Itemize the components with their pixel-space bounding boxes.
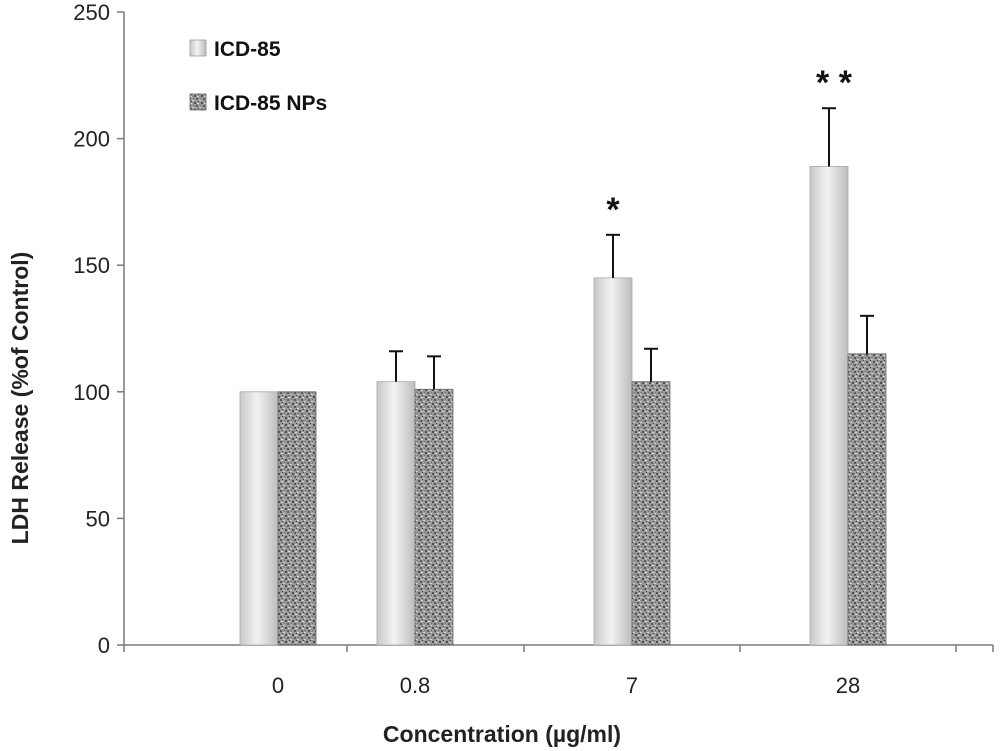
x-tick-label: 28 [836,673,860,698]
bars [239,166,887,646]
significance-marker: * [606,191,620,229]
y-tick-label: 50 [86,506,110,531]
legend-swatch-icd-85 [189,39,207,57]
bar-icd-85-0_8 [376,381,416,646]
x-axis-ticks: 0 0.8 7 28 [123,645,994,698]
x-tick-label: 0 [272,673,284,698]
y-axis-ticks: 0 50 100 150 200 250 [73,0,124,658]
bar-icd-85-nps-7 [631,381,671,646]
significance-marker: * * [816,64,853,102]
legend-label-icd-85: ICD-85 [214,38,281,61]
bar-icd-85-nps-28 [847,353,887,646]
bar-icd-85-nps-0_8 [414,388,454,646]
bar-icd-85-7 [593,277,633,646]
x-tick-label: 7 [626,673,638,698]
legend-label-icd-85-nps: ICD-85 NPs [214,92,327,115]
y-tick-label: 200 [73,127,110,152]
legend: ICD-85 ICD-85 NPs [189,38,327,115]
y-tick-label: 250 [73,0,110,25]
bar-icd-85-nps-0 [277,391,317,646]
significance-annotations: * * * [606,64,852,229]
y-tick-label: 0 [98,633,110,658]
y-axis-title: LDH Release (%of Control) [7,252,33,545]
legend-swatch-icd-85-nps [189,93,207,111]
x-tick-label: 0.8 [400,673,431,698]
x-axis-title: Concentration (µg/ml) [383,721,621,747]
bar-icd-85-28 [809,166,849,646]
y-tick-label: 150 [73,253,110,278]
error-bars [389,107,874,390]
y-tick-label: 100 [73,380,110,405]
bar-icd-85-0 [239,391,279,646]
